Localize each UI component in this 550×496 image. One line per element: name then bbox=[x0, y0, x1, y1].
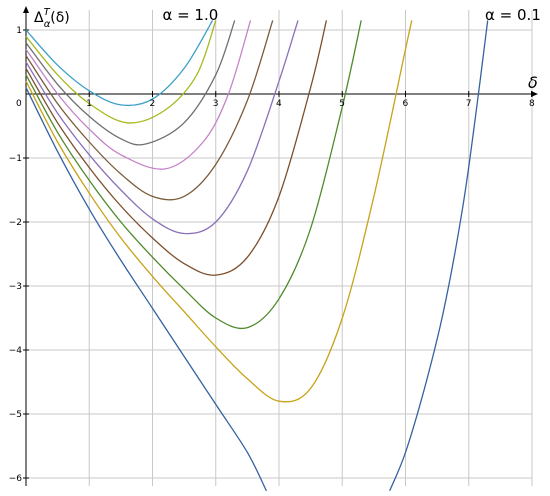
y-axis-label: ΔT α(δ) bbox=[34, 7, 70, 30]
series-line bbox=[389, 20, 489, 492]
y-tick-label: 1 bbox=[16, 26, 22, 36]
series-line bbox=[25, 87, 267, 492]
axes bbox=[23, 6, 538, 486]
axis-labels: ΔT α(δ) δ 0 bbox=[16, 7, 538, 109]
grid bbox=[26, 10, 533, 486]
series-line bbox=[25, 20, 362, 330]
x-tick-label: 6 bbox=[403, 99, 409, 109]
x-axis-label: δ bbox=[528, 73, 538, 92]
x-tick-label: 4 bbox=[276, 99, 282, 109]
x-tick-label: 2 bbox=[150, 99, 156, 109]
annotation-label: α = 1.0 bbox=[162, 6, 218, 24]
y-tick-label: −2 bbox=[9, 218, 22, 228]
y-tick-label: −1 bbox=[9, 154, 22, 164]
y-tick-label: −5 bbox=[9, 410, 22, 420]
series-line bbox=[25, 20, 299, 235]
x-tick-label: 1 bbox=[86, 99, 92, 109]
annotations: α = 1.0 α = 0.1 bbox=[162, 6, 540, 24]
curves bbox=[25, 20, 489, 492]
x-tick-label: 8 bbox=[529, 99, 535, 109]
x-tick-label: 7 bbox=[466, 99, 472, 109]
series-line bbox=[25, 20, 252, 170]
series-line bbox=[25, 20, 328, 276]
series-line bbox=[25, 20, 274, 201]
y-label-subscript: α bbox=[44, 19, 51, 30]
y-label-delta: Δ bbox=[34, 10, 44, 26]
series-line bbox=[25, 20, 217, 124]
series-line bbox=[25, 20, 413, 403]
y-label-superscript: T bbox=[44, 7, 51, 18]
tick-labels: 1 2 3 4 5 6 7 8 1 −1 −2 −3 −4 −5 −6 bbox=[9, 26, 535, 484]
series-line bbox=[25, 20, 214, 107]
y-tick-label: −4 bbox=[9, 346, 23, 356]
origin-label: 0 bbox=[16, 99, 22, 109]
series-line bbox=[25, 20, 236, 146]
x-tick-label: 5 bbox=[339, 99, 345, 109]
y-axis-arrow bbox=[23, 6, 29, 13]
annotation-label: α = 0.1 bbox=[485, 6, 541, 24]
x-tick-label: 3 bbox=[213, 99, 219, 109]
y-label-argument: (δ) bbox=[50, 10, 70, 26]
y-tick-label: −3 bbox=[9, 282, 22, 292]
x-axis-arrow bbox=[531, 91, 538, 97]
y-tick-label: −6 bbox=[9, 474, 23, 484]
